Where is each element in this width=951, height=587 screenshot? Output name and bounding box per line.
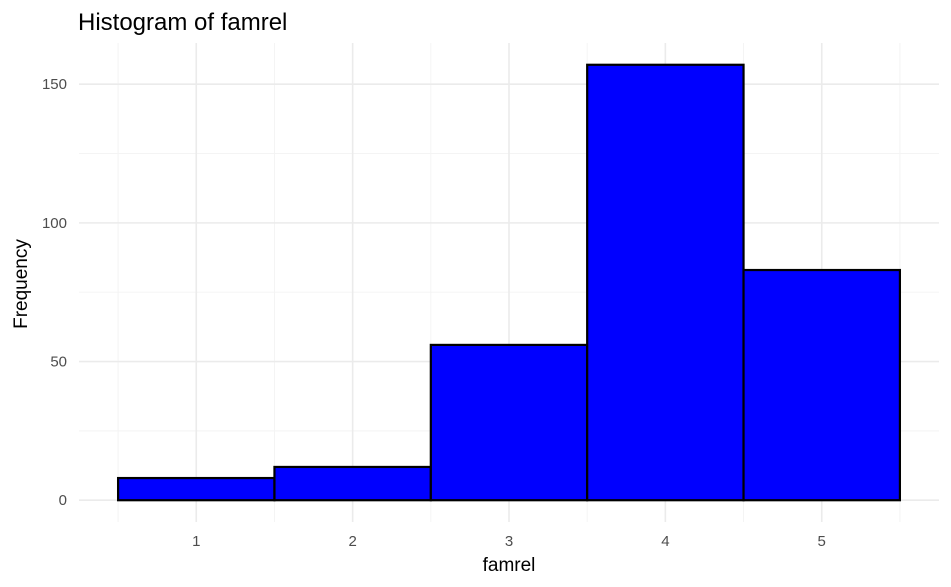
x-tick-label: 4 [661, 533, 669, 550]
y-tick-label: 0 [59, 492, 67, 509]
histogram-bar-1 [116, 476, 276, 502]
bars [116, 63, 902, 502]
histogram-bar-4 [586, 63, 745, 502]
y-axis-ticks: 0 50 100 150 [42, 76, 67, 509]
x-axis-ticks: 1 2 3 4 5 [192, 533, 826, 550]
x-tick-label: 1 [192, 533, 200, 550]
y-tick-label: 150 [42, 76, 67, 93]
histogram-bar-3 [429, 343, 589, 502]
histogram-bar-5 [742, 268, 902, 502]
x-axis-title: famrel [483, 555, 536, 576]
x-tick-label: 5 [818, 533, 826, 550]
histogram-bar-2 [273, 465, 432, 502]
y-tick-label: 100 [42, 215, 67, 232]
chart-title: Histogram of famrel [78, 9, 287, 36]
x-tick-label: 2 [348, 533, 356, 550]
x-tick-label: 3 [505, 533, 513, 550]
y-axis-title: Frequency [11, 239, 32, 329]
y-tick-label: 50 [50, 354, 67, 371]
